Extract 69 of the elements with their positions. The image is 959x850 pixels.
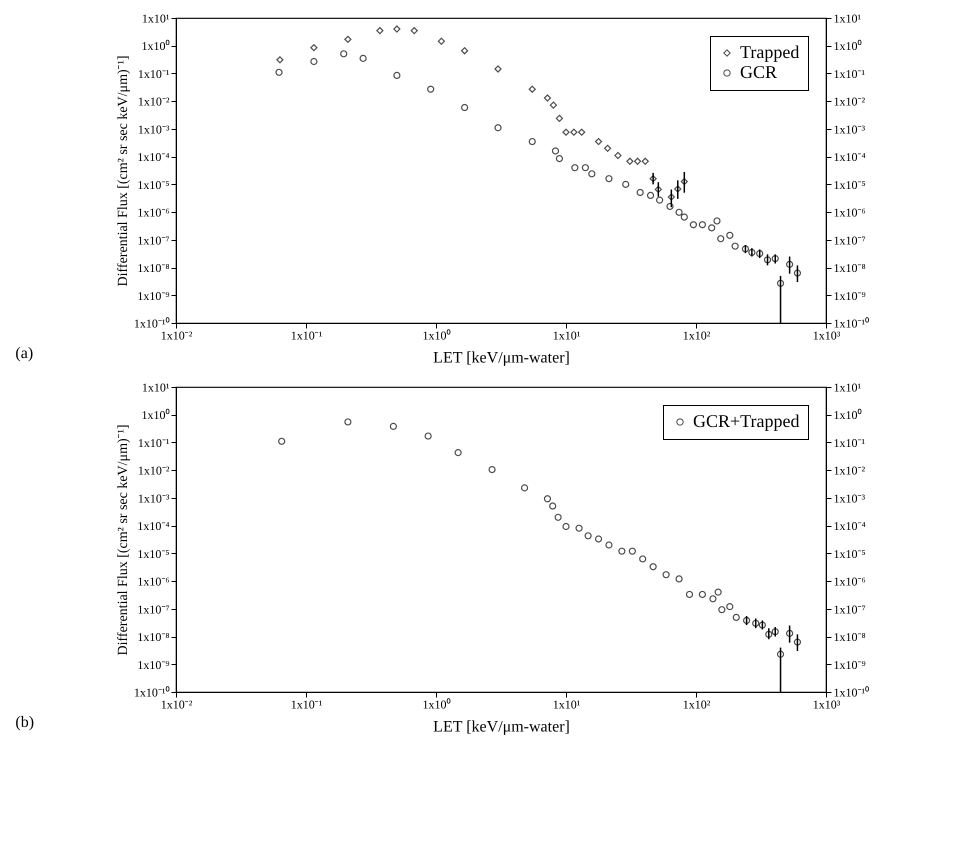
y-tick-label: 1x10⁻² <box>138 94 170 109</box>
y-tick-label: 1x10⁻² <box>138 464 170 478</box>
x-axis-title: LET [keV/μm-water] <box>433 718 570 736</box>
text: 1x10⁻³ <box>834 491 866 506</box>
text: 1x10⁰ <box>834 408 862 422</box>
text: 1x10⁻¹⁰ <box>834 316 870 330</box>
y-tick-label: 1x10⁻¹ <box>138 66 170 81</box>
x-tick-label: 1x10¹ <box>552 698 581 712</box>
y-tick-label: 1x10⁻³ <box>138 122 170 136</box>
y-tick-label: 1x10⁻³ <box>138 491 170 506</box>
y-tick-label: 1x10⁻⁵ <box>137 178 170 192</box>
x-tick-label: 1x10³ <box>812 328 841 342</box>
y-tick-label: 1x10⁻⁹ <box>137 658 170 672</box>
y-tick-label: 1x10⁰ <box>142 408 170 422</box>
text: 1x10⁻¹ <box>834 436 866 450</box>
y-tick-label: 1x10¹ <box>142 380 170 394</box>
x-tick-label: 1x10⁰ <box>422 328 450 342</box>
y-tick-label: 1x10⁻⁸ <box>137 261 170 276</box>
text: 1x10⁻¹ <box>834 66 866 81</box>
x-tick-label: 1x10⁻² <box>160 698 193 712</box>
text: 1x10⁻⁷ <box>834 602 866 616</box>
y-tick-label: 1x10⁻⁶ <box>137 206 170 220</box>
text: 1x10⁻² <box>834 464 866 478</box>
y-tick-label: 1x10⁻⁵ <box>137 546 170 561</box>
text: 1x10⁰ <box>834 39 862 54</box>
x-tick-label: 1x10⁻¹ <box>290 698 323 712</box>
legend-label: GCR <box>740 62 778 82</box>
text: 1x10¹ <box>834 12 862 26</box>
x-tick-label: 1x10¹ <box>552 328 581 342</box>
y-tick-label: 1x10⁻⁴ <box>137 150 170 164</box>
x-tick-label: 1x10⁰ <box>422 698 450 712</box>
text: (b) <box>15 714 34 731</box>
text: 1x10⁻⁷ <box>834 233 866 248</box>
text: 1x10⁻³ <box>834 122 866 136</box>
legend-label: GCR+Trapped <box>693 411 800 431</box>
y-tick-label: 1x10⁻⁷ <box>137 602 170 616</box>
text: 1x10⁻⁶ <box>834 206 866 220</box>
x-tick-label: 1x10² <box>682 698 711 712</box>
text: 1x10⁻¹⁰ <box>834 686 870 700</box>
x-tick-label: 1x10⁻¹ <box>290 328 323 342</box>
text: 1x10¹ <box>834 380 862 394</box>
x-tick-label: 1x10³ <box>812 698 841 712</box>
text: 1x10⁻⁵ <box>834 546 866 561</box>
y-axis-title: Differential Flux [(cm² sr sec keV/μm)⁻¹] <box>116 56 131 286</box>
text: 1x10⁻⁴ <box>834 150 866 164</box>
y-tick-label: 1x10⁻¹⁰ <box>134 316 170 330</box>
y-tick-label: 1x10⁰ <box>142 39 170 54</box>
text: 1x10⁻⁹ <box>834 658 866 672</box>
y-tick-label: 1x10⁻⁸ <box>137 630 170 644</box>
text: 1x10⁻⁸ <box>834 630 866 644</box>
y-tick-label: 1x10⁻⁶ <box>137 574 170 589</box>
y-tick-label: 1x10⁻⁹ <box>137 288 170 303</box>
x-tick-label: 1x10² <box>682 328 711 342</box>
text: (a) <box>15 345 34 362</box>
text: 1x10⁻⁹ <box>834 288 866 303</box>
x-tick-label: 1x10⁻² <box>160 328 193 342</box>
x-axis-title: LET [keV/μm-water] <box>433 350 570 366</box>
y-axis-title: Differential Flux [(cm² sr sec keV/μm)⁻¹] <box>116 424 131 656</box>
y-tick-label: 1x10¹ <box>142 12 170 26</box>
y-tick-label: 1x10⁻⁷ <box>137 233 170 248</box>
legend-label: Trapped <box>740 42 800 62</box>
text: 1x10⁻⁸ <box>834 261 866 276</box>
text: 1x10⁻² <box>834 94 866 109</box>
text: 1x10⁻⁶ <box>834 574 866 589</box>
text: 1x10⁻⁴ <box>834 519 866 534</box>
y-tick-label: 1x10⁻¹ <box>138 436 170 450</box>
y-tick-label: 1x10⁻⁴ <box>137 519 170 534</box>
y-tick-label: 1x10⁻¹⁰ <box>134 686 170 700</box>
text: 1x10⁻⁵ <box>834 178 866 192</box>
